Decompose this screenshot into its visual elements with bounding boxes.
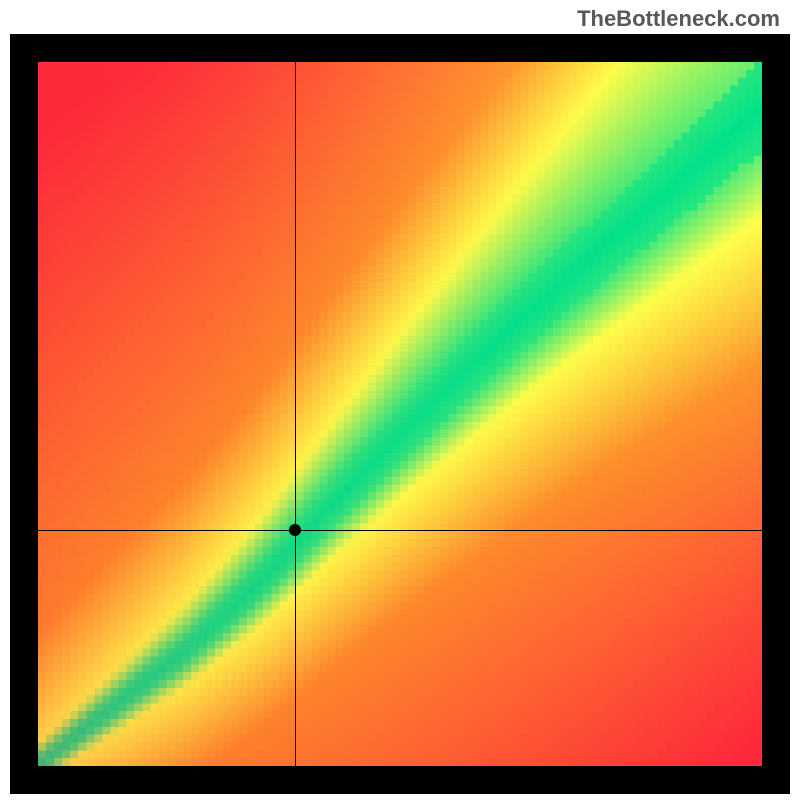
crosshair-marker bbox=[289, 524, 301, 536]
heatmap-canvas bbox=[38, 62, 762, 766]
crosshair-horizontal bbox=[38, 530, 762, 531]
watermark-text: TheBottleneck.com bbox=[577, 6, 780, 32]
plot-inner bbox=[38, 62, 762, 766]
chart-container: TheBottleneck.com bbox=[0, 0, 800, 800]
crosshair-vertical bbox=[295, 62, 296, 766]
